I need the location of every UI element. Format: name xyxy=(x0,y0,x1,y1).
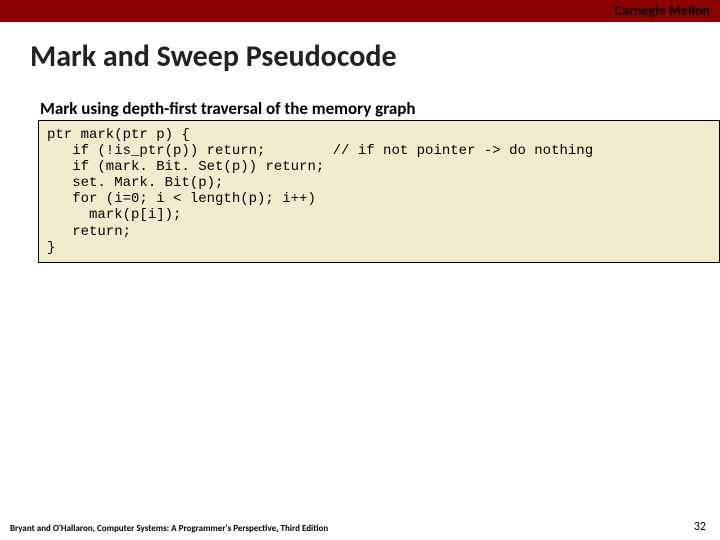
header-bar xyxy=(0,0,720,22)
slide-subtitle: Mark using depth-first traversal of the … xyxy=(40,98,416,119)
slide-title: Mark and Sweep Pseudocode xyxy=(30,38,397,75)
footer-citation: Bryant and O'Hallaron, Computer Systems:… xyxy=(10,523,328,534)
page-number: 32 xyxy=(694,520,706,534)
slide: Carnegie Mellon Mark and Sweep Pseudocod… xyxy=(0,0,720,540)
org-label: Carnegie Mellon xyxy=(615,2,710,19)
code-block: ptr mark(ptr p) { if (!is_ptr(p)) return… xyxy=(38,120,720,263)
